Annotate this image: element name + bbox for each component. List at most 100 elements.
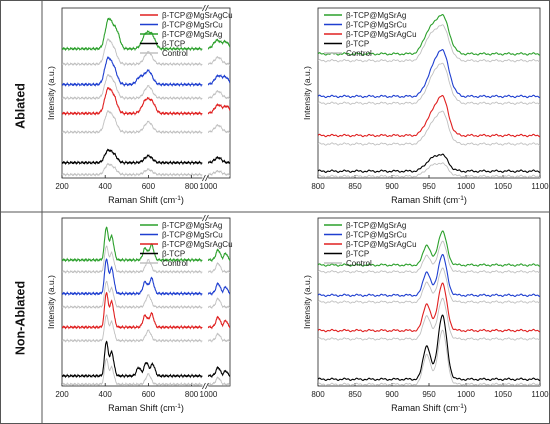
axis-break-bottom-mask	[202, 175, 209, 181]
legend-entry: β-TCP@MgSrCu	[346, 21, 407, 30]
x-tick-label: 1050	[494, 182, 512, 191]
series-line--tcp	[318, 153, 540, 173]
series-line-control	[62, 38, 203, 67]
series-line--tcp-mgsrag	[62, 17, 203, 52]
series-line-control	[207, 297, 230, 310]
series-line-control	[207, 55, 230, 66]
series-line-control	[62, 280, 203, 310]
plot-area	[61, 7, 231, 179]
series-line-control	[207, 332, 230, 343]
x-tick-label: 1000	[457, 182, 475, 191]
series-line--tcp	[318, 314, 540, 382]
x-axis-label: Raman Shift (cm-1)	[108, 403, 184, 414]
series-line-control	[318, 24, 540, 63]
series-line--tcp-mgsrcu	[318, 254, 540, 298]
x-axis-label: Raman Shift (cm-1)	[108, 195, 184, 206]
series-line--tcp-mgsrag	[318, 14, 540, 56]
legend-entry: β-TCP	[346, 250, 369, 259]
series-line-control	[62, 314, 203, 343]
legend-entry: β-TCP@MgSrAg	[162, 30, 222, 39]
x-tick-label: 800	[311, 390, 325, 399]
series-line-control	[207, 169, 230, 177]
series-line--tcp-mgsrag	[207, 248, 230, 263]
x-tick-label: 600	[142, 390, 156, 399]
series-line--tcp-mgsragcu	[207, 315, 230, 330]
x-tick-label: 1000	[457, 390, 475, 399]
panel-ablated-wide: 200 400 600 800 1000 Raman Shift (cm-1) Intens…	[46, 4, 233, 206]
x-axis-label: Raman Shift (cm-1)	[391, 195, 467, 206]
x-tick-label: 1100	[531, 182, 549, 191]
legend-entry: β-TCP@MgSrCu	[346, 231, 407, 240]
series-line--tcp-mgsragcu	[62, 87, 203, 116]
axis-break-bottom	[202, 174, 206, 182]
x-tick-label: 1050	[494, 390, 512, 399]
legend-entry: β-TCP	[162, 40, 185, 49]
x-tick-label: 200	[55, 390, 69, 399]
x-tick-label: 400	[99, 182, 113, 191]
legend-entry: β-TCP@MgSrAgCu	[346, 240, 417, 249]
axis-break-bottom	[205, 174, 209, 182]
series-line-control	[318, 329, 540, 386]
series-line--tcp-mgsragcu	[318, 282, 540, 333]
x-tick-label: 850	[348, 182, 362, 191]
legend-entry: β-TCP@MgSrAgCu	[162, 11, 233, 20]
series-line-control	[207, 262, 230, 274]
x-tick-label: 1100	[531, 390, 549, 399]
axis-break-top	[205, 4, 209, 12]
row-label-non-ablated: Non-Ablated	[13, 281, 27, 355]
series-line-control	[62, 245, 203, 275]
series-line--tcp-mgsragcu	[62, 291, 203, 330]
series-line--tcp-mgsrcu	[62, 56, 203, 88]
axis-break-top	[205, 214, 209, 222]
x-axis-label: Raman Shift (cm-1)	[391, 403, 467, 414]
series-line-control	[318, 267, 540, 304]
series-lines	[318, 230, 540, 386]
x-tick-label: 800	[185, 182, 199, 191]
x-tick-label: 900	[385, 182, 399, 191]
series-line--tcp-mgsrag	[207, 38, 230, 50]
x-tick-label: 850	[348, 390, 362, 399]
legend-entry: β-TCP	[346, 40, 369, 49]
legend-entry: β-TCP@MgSrAgCu	[162, 240, 233, 249]
series-line-control	[207, 89, 230, 100]
series-lines	[62, 226, 230, 386]
series-line--tcp-mgsragcu	[318, 94, 540, 138]
legend-entry: β-TCP@MgSrAgCu	[346, 30, 417, 39]
series-line-control	[207, 123, 230, 134]
plot-area	[61, 217, 231, 387]
legend: β-TCP@MgSrAgβ-TCP@MgSrCuβ-TCP@MgSrAgCuβ-…	[324, 11, 417, 58]
legend-entry: β-TCP@MgSrCu	[162, 231, 223, 240]
legend-entry: β-TCP@MgSrAg	[162, 221, 222, 230]
legend-entry: β-TCP@MgSrCu	[162, 21, 223, 30]
x-tick-label: 950	[422, 182, 436, 191]
axis-break-top-mask	[202, 216, 209, 222]
legend-entry: β-TCP	[162, 250, 185, 259]
y-axis-label: Intensity (a.u.)	[46, 275, 56, 329]
legend: β-TCP@MgSrAgβ-TCP@MgSrCuβ-TCP@MgSrAgCuβ-…	[324, 221, 417, 268]
series-line--tcp-mgsragcu	[207, 103, 230, 115]
series-lines	[318, 14, 540, 178]
legend-entry: β-TCP@MgSrAg	[346, 221, 406, 230]
axis-break-bottom-mask	[202, 383, 209, 389]
series-line-control	[318, 240, 540, 274]
axis-break-bottom	[205, 382, 209, 390]
x-tick-label: 1000	[200, 182, 218, 191]
x-tick-label: 800	[185, 390, 199, 399]
x-tick-label: 1000	[200, 390, 218, 399]
y-axis-label: Intensity (a.u.)	[302, 66, 312, 120]
panel-nonablated-zoom: 800 850 900 950 1000 1050 1100 Raman Shift (cm-…	[302, 217, 549, 414]
legend: β-TCP@MgSrAgβ-TCP@MgSrCuβ-TCP@MgSrAgCuβ-…	[140, 221, 233, 268]
series-line-control	[318, 110, 540, 146]
axis-break-bottom	[202, 382, 206, 390]
series-line--tcp	[207, 156, 230, 165]
axis-break-top	[202, 4, 206, 12]
legend: β-TCP@MgSrAgCuβ-TCP@MgSrCuβ-TCP@MgSrAgβ-…	[140, 11, 233, 58]
series-line--tcp-mgsrcu	[207, 281, 230, 296]
panel-ablated-zoom: 800 850 900 950 1000 1050 1100 Raman Shift (cm-…	[302, 7, 549, 206]
x-tick-label: 900	[385, 390, 399, 399]
x-tick-label: 400	[99, 390, 113, 399]
x-tick-label: 600	[142, 182, 156, 191]
series-line-control	[318, 297, 540, 341]
x-tick-label: 200	[55, 182, 69, 191]
